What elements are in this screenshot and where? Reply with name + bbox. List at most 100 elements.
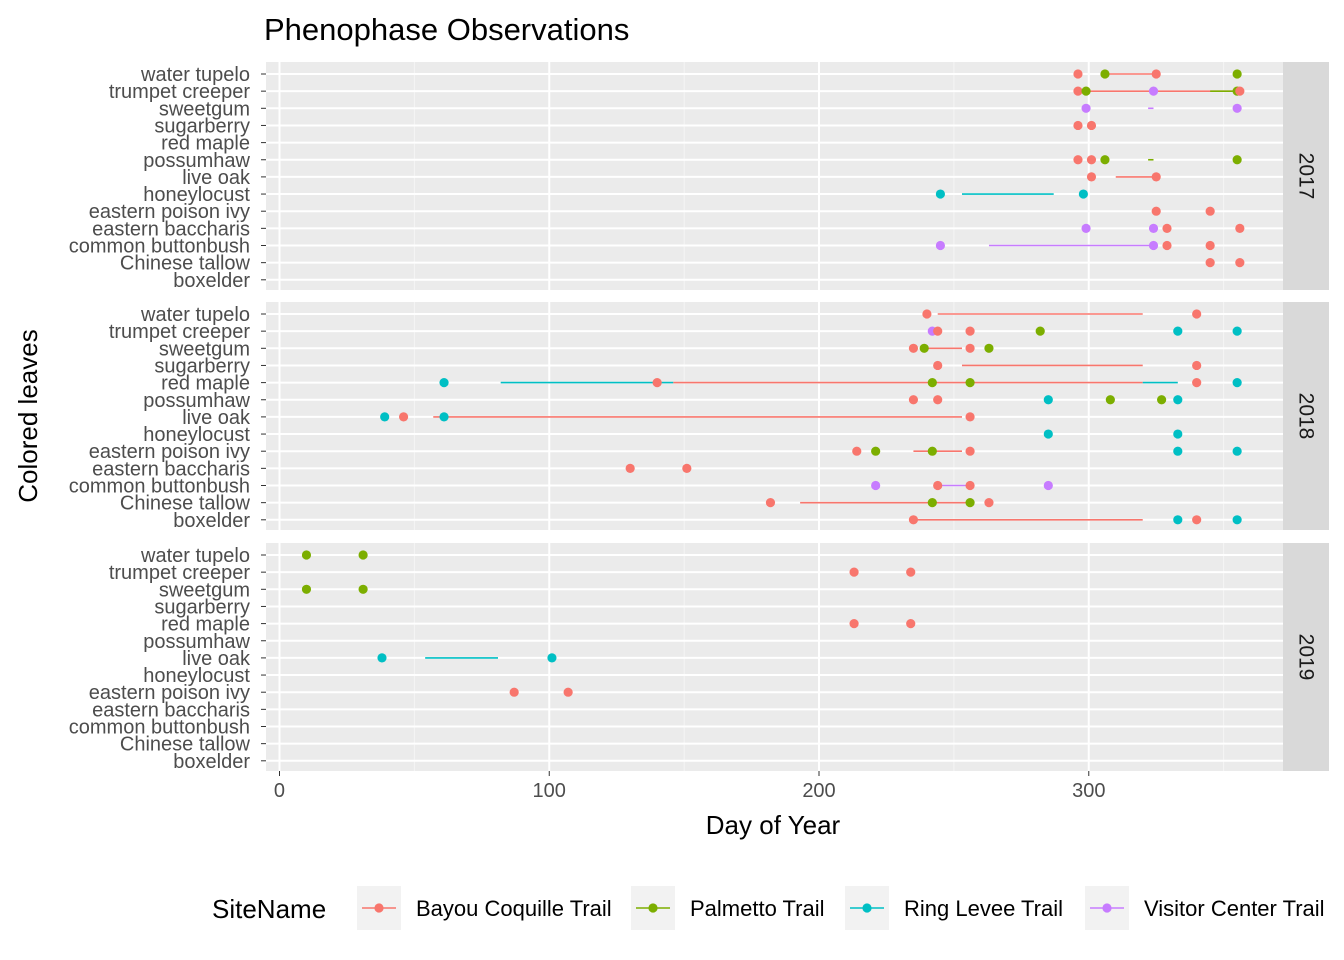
x-axis-label: Day of Year [706,810,841,840]
legend-title: SiteName [212,894,326,924]
data-point [398,412,409,422]
data-point [509,687,519,697]
data-point [933,326,943,336]
data-point [1192,515,1202,525]
x-tick-label: 200 [802,780,835,802]
y-tick-label: sugarberry [154,596,250,618]
data-point [927,498,937,508]
y-tick-label: Chinese tallow [120,253,251,275]
y-tick-label: possumhaw [143,150,250,172]
data-point [1081,223,1091,233]
data-point [358,584,368,594]
data-point [871,480,881,491]
data-point [965,378,975,388]
y-tick-label: sugarberry [154,355,250,377]
y-tick-label: water tupelo [140,64,250,86]
data-point [927,378,937,388]
data-point [1151,206,1161,216]
data-point [1173,446,1183,456]
data-point [1232,446,1242,456]
data-point [1232,378,1242,388]
data-point [1173,429,1183,439]
data-point [1043,480,1053,491]
data-point [1173,395,1183,405]
y-tick-label: eastern baccharis [92,458,250,480]
data-point [1162,240,1172,251]
data-point [301,550,312,560]
y-tick-label: honeylocust [143,665,250,687]
legend: SiteName Bayou Coquille Trail Palmetto Tr… [212,886,1325,930]
data-point [1100,155,1110,165]
legend-entry-label: Ring Levee Trail [904,896,1063,921]
y-tick-label: boxelder [173,270,250,292]
facet-strip-label: 2017 [1295,153,1318,200]
y-tick-label: eastern poison ivy [89,201,250,223]
y-tick-label: live oak [182,407,251,429]
data-point [1162,223,1172,233]
y-tick-label: trumpet creeper [109,81,251,103]
data-point [908,343,919,353]
data-point [908,395,919,405]
x-tick-label: 300 [1072,780,1105,802]
y-tick-label: Chinese tallow [120,734,251,756]
data-point [965,343,975,353]
data-point [922,309,932,319]
y-tick-label: sweetgum [159,338,250,360]
data-point [1173,326,1183,336]
y-tick-label: honeylocust [143,184,250,206]
data-point [1151,172,1161,182]
data-point [1073,155,1083,165]
legend-entry-label: Visitor Center Trail [1144,896,1325,921]
x-axis: 0 100 200 300 [274,771,1105,802]
legend-entry: Ring Levee Trail [845,886,1063,930]
y-tick-label: possumhaw [143,631,250,653]
data-point [1192,360,1202,371]
data-point [1081,86,1091,96]
facet-strip-label: 2019 [1295,634,1318,681]
data-point [1081,103,1091,113]
facet-strip-label: 2018 [1295,393,1318,440]
legend-key-point [374,903,384,913]
y-tick-label: common buttonbush [69,476,250,498]
y-tick-label: common buttonbush [69,717,250,739]
data-point [1078,189,1088,199]
legend-entry: Palmetto Trail [631,886,825,930]
legend-key-point [648,903,658,913]
legend-key-point [862,903,872,913]
data-point [1205,258,1215,268]
data-point [1205,206,1215,216]
data-point [765,498,776,508]
facet-strip [1283,543,1329,771]
y-tick-label: live oak [182,167,251,189]
x-tick-label: 100 [533,780,566,802]
data-point [849,619,859,629]
data-point [1148,223,1159,233]
y-tick-label: trumpet creeper [109,562,251,584]
chart-title: Phenophase Observations [264,12,629,47]
data-point [1043,429,1053,439]
data-point [1105,395,1115,405]
data-point [1192,378,1202,388]
data-point [908,515,919,525]
y-tick-label: eastern poison ivy [89,441,250,463]
legend-entry: Visitor Center Trail [1085,886,1325,930]
data-point [1157,395,1167,405]
y-tick-label: boxelder [173,751,250,773]
y-tick-label: common buttonbush [69,236,250,258]
y-tick-label: eastern baccharis [92,699,250,721]
data-point [1173,515,1183,525]
data-point [1073,69,1083,79]
data-point [984,498,994,508]
data-point [1235,86,1245,96]
data-point [1148,86,1159,96]
data-point [906,567,916,577]
data-point [547,653,557,663]
data-point [871,446,881,456]
data-point [1205,240,1215,251]
facet-strip [1283,302,1329,530]
data-point [1232,155,1242,165]
